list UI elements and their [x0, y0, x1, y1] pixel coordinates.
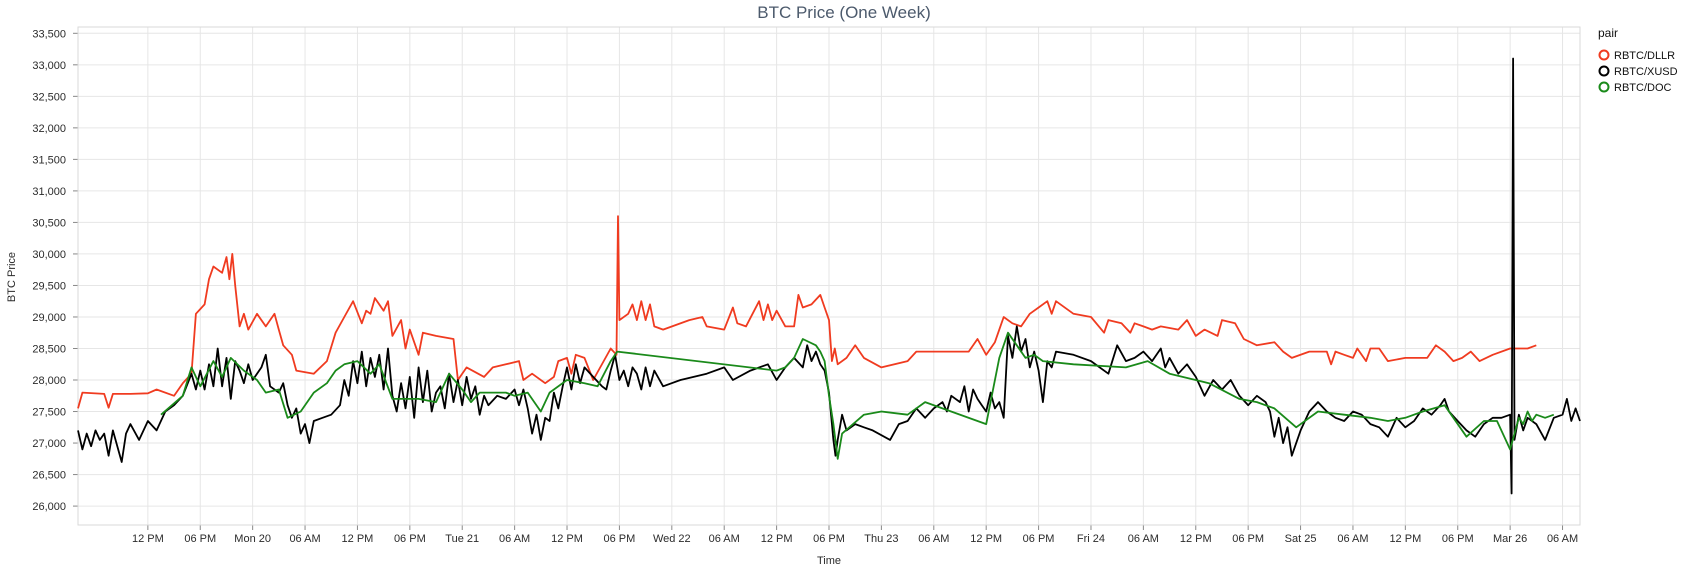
y-tick-label: 27,000 [32, 438, 66, 450]
y-axis-ticks: 26,000 26,500 27,000 27,500 28,000 28,500 29,0… [32, 28, 78, 513]
x-tick-label: 06 AM [499, 533, 530, 545]
y-tick-label: 30,000 [32, 249, 66, 261]
y-tick-label: 31,000 [32, 186, 66, 198]
y-tick-label: 28,500 [32, 343, 66, 355]
legend-swatch-icon [1598, 65, 1610, 77]
x-tick-label: Mon 20 [234, 533, 271, 545]
y-tick-label: 27,500 [32, 407, 66, 419]
x-tick-label: 12 PM [761, 533, 793, 545]
x-tick-label: Sat 25 [1285, 533, 1317, 545]
y-tick-label: 31,500 [32, 154, 66, 166]
grid-lines [78, 27, 1580, 525]
x-tick-label: 06 PM [1232, 533, 1264, 545]
x-tick-label: Mar 26 [1493, 533, 1527, 545]
x-tick-label: 06 PM [813, 533, 845, 545]
x-tick-label: 06 PM [1442, 533, 1474, 545]
series-lines [77, 57, 1581, 495]
legend-title: pair [1598, 26, 1618, 40]
x-tick-label: Tue 21 [445, 533, 479, 545]
legend-swatch-icon [1598, 81, 1610, 93]
x-axis-title: Time [817, 555, 841, 567]
series-line-rbtc-doc [160, 331, 1555, 460]
x-tick-label: 12 PM [970, 533, 1002, 545]
series-line-rbtc-xusd [77, 57, 1581, 495]
x-tick-label: 06 AM [1547, 533, 1578, 545]
y-tick-label: 26,500 [32, 470, 66, 482]
x-tick-label: 12 PM [342, 533, 374, 545]
y-tick-label: 30,500 [32, 217, 66, 229]
x-axis-ticks: 12 PM 06 PM Mon 20 06 AM 12 PM 06 PM Tue 21 06 … [132, 525, 1578, 545]
legend: pair RBTC/DLLR RBTC/XUSD RBTC/DOC [1598, 26, 1678, 94]
x-tick-label: 06 PM [604, 533, 636, 545]
y-tick-label: 33,500 [32, 28, 66, 40]
x-tick-label: 06 AM [918, 533, 949, 545]
y-tick-label: 28,000 [32, 375, 66, 387]
y-axis-title: BTC Price [6, 252, 18, 302]
x-tick-label: 06 PM [1023, 533, 1055, 545]
x-tick-label: 06 PM [394, 533, 426, 545]
x-tick-label: 06 AM [709, 533, 740, 545]
x-tick-label: 12 PM [1389, 533, 1421, 545]
legend-swatch-icon [1598, 49, 1610, 61]
x-tick-label: Wed 22 [653, 533, 691, 545]
x-tick-label: 06 AM [1337, 533, 1368, 545]
x-tick-label: 12 PM [132, 533, 164, 545]
x-tick-label: Fri 24 [1077, 533, 1105, 545]
y-tick-label: 26,000 [32, 501, 66, 513]
legend-label: RBTC/XUSD [1614, 66, 1678, 78]
x-tick-label: 12 PM [551, 533, 583, 545]
series-line-rbtc-dllr [77, 215, 1537, 409]
y-tick-label: 33,000 [32, 60, 66, 72]
x-tick-label: 06 PM [184, 533, 216, 545]
y-tick-label: 32,000 [32, 123, 66, 135]
y-tick-label: 29,500 [32, 280, 66, 292]
plot-area [77, 26, 1581, 526]
x-tick-label: 06 AM [289, 533, 320, 545]
y-tick-label: 29,000 [32, 312, 66, 324]
legend-label: RBTC/DLLR [1614, 50, 1675, 62]
legend-label: RBTC/DOC [1614, 82, 1672, 94]
y-tick-label: 32,500 [32, 91, 66, 103]
x-tick-label: 12 PM [1180, 533, 1212, 545]
x-tick-label: 06 AM [1128, 533, 1159, 545]
chart-title: BTC Price (One Week) [757, 3, 931, 22]
x-tick-label: Thu 23 [864, 533, 898, 545]
